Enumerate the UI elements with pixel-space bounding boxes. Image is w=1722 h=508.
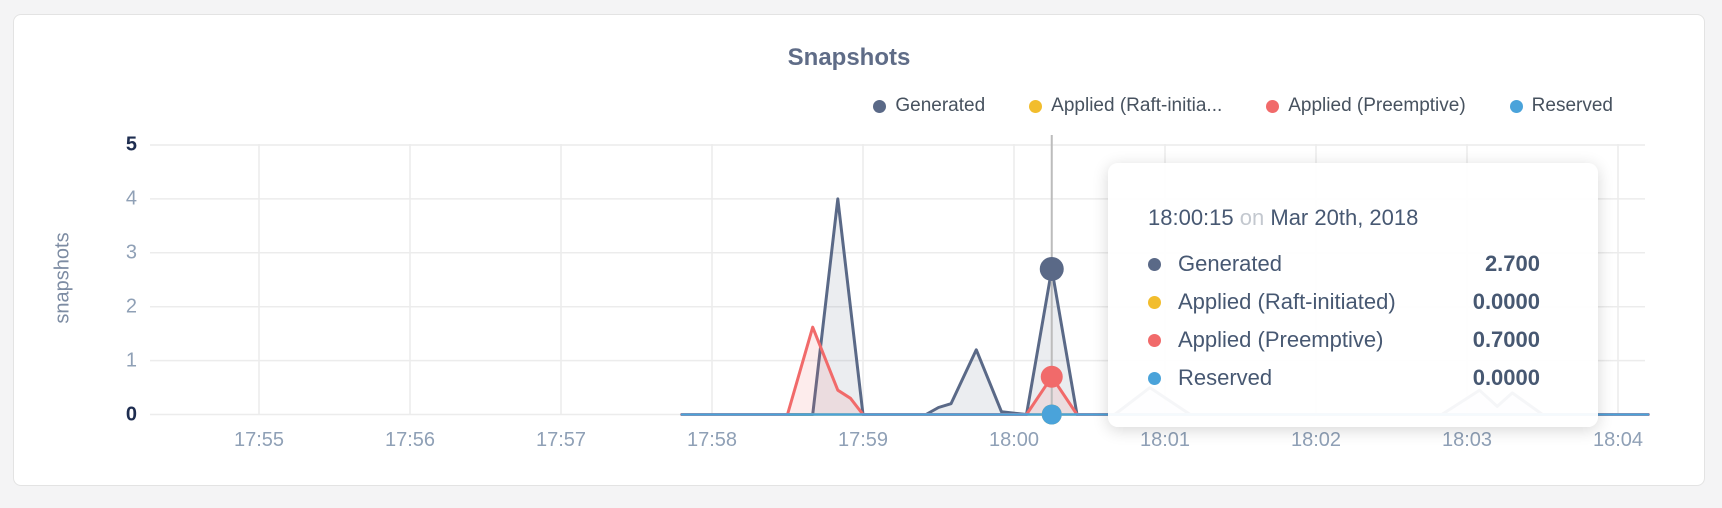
hover-point-applied-preemptive- <box>1040 365 1063 388</box>
tooltip-time: 18:00:15 <box>1148 205 1234 230</box>
y-axis-tick: 5 <box>125 133 137 156</box>
x-axis-tick: 18:03 <box>1441 429 1493 451</box>
tooltip-row-value: 0.0000 <box>1472 289 1540 314</box>
x-axis-tick: 17:56 <box>384 429 436 451</box>
tooltip-row-label: Applied (Raft-initiated) <box>1178 289 1396 314</box>
y-axis-tick: 0 <box>125 403 137 425</box>
legend-item-generated[interactable]: Generated <box>873 95 985 117</box>
tooltip-date: 18:00:15 on Mar 20th, 2018 <box>1148 205 1540 231</box>
x-axis-tick: 17:55 <box>233 429 285 451</box>
x-axis-tick: 18:02 <box>1290 429 1342 451</box>
tooltip-row-value: 2.700 <box>1484 251 1540 276</box>
legend-item-applied-preemptive[interactable]: Applied (Preemptive) <box>1266 95 1466 117</box>
hover-point-generated <box>1039 256 1064 281</box>
legend-dot-icon <box>873 99 887 113</box>
tooltip-date-text: Mar 20th, 2018 <box>1270 205 1419 230</box>
tooltip-row: Applied (Preemptive) 0.7000 <box>1148 321 1540 359</box>
y-axis-title: snapshots <box>51 232 74 324</box>
tooltip-row: Applied (Raft-initiated) 0.0000 <box>1148 283 1540 321</box>
preemptive-dot-icon <box>1148 333 1161 347</box>
tooltip-row: Reserved 0.0000 <box>1148 359 1540 397</box>
y-axis-tick: 2 <box>125 295 137 318</box>
legend-dot-icon <box>1266 99 1280 113</box>
x-axis-tick: 17:59 <box>837 429 889 451</box>
x-axis-tick: 18:01 <box>1139 429 1191 451</box>
legend-item-applied-raft-initia[interactable]: Applied (Raft-initia... <box>1029 95 1222 117</box>
chart-legend: Generated Applied (Raft-initia... Applied … <box>873 95 1613 117</box>
tooltip-row-label: Generated <box>1178 251 1282 276</box>
reserved-dot-icon <box>1148 371 1161 385</box>
chart-title: Snapshots <box>787 44 911 71</box>
y-axis-tick: 3 <box>125 241 137 264</box>
x-axis-tick: 18:04 <box>1592 429 1644 451</box>
y-axis-tick: 1 <box>125 349 137 372</box>
tooltip-row-label: Applied (Preemptive) <box>1178 327 1384 352</box>
hover-tooltip: 18:00:15 on Mar 20th, 2018 Generated 2.7… <box>1108 163 1598 427</box>
hover-point-reserved <box>1041 404 1062 425</box>
y-axis-tick: 4 <box>125 187 137 210</box>
legend-item-label: Generated <box>895 95 986 116</box>
tooltip-row-value: 0.7000 <box>1472 327 1540 352</box>
x-axis-tick: 17:57 <box>535 429 587 451</box>
tooltip-row-label: Reserved <box>1178 365 1273 390</box>
series-line-applied-preemptive- <box>680 325 1650 416</box>
legend-item-label: Applied (Raft-initia... <box>1051 95 1223 116</box>
legend-item-label: Reserved <box>1531 95 1613 116</box>
generated-dot-icon <box>1148 257 1161 271</box>
x-axis-tick: 17:58 <box>686 429 738 451</box>
tooltip-row-value: 0.0000 <box>1472 365 1540 390</box>
legend-item-label: Applied (Preemptive) <box>1288 95 1466 116</box>
raft-initiated-dot-icon <box>1148 295 1161 309</box>
x-axis-tick: 18:00 <box>988 429 1040 451</box>
legend-dot-icon <box>1509 99 1523 113</box>
legend-dot-icon <box>1029 99 1043 113</box>
tooltip-row: Generated 2.700 <box>1148 245 1540 283</box>
tooltip-on-word: on <box>1239 205 1265 230</box>
legend-item-reserved[interactable]: Reserved <box>1509 95 1613 117</box>
